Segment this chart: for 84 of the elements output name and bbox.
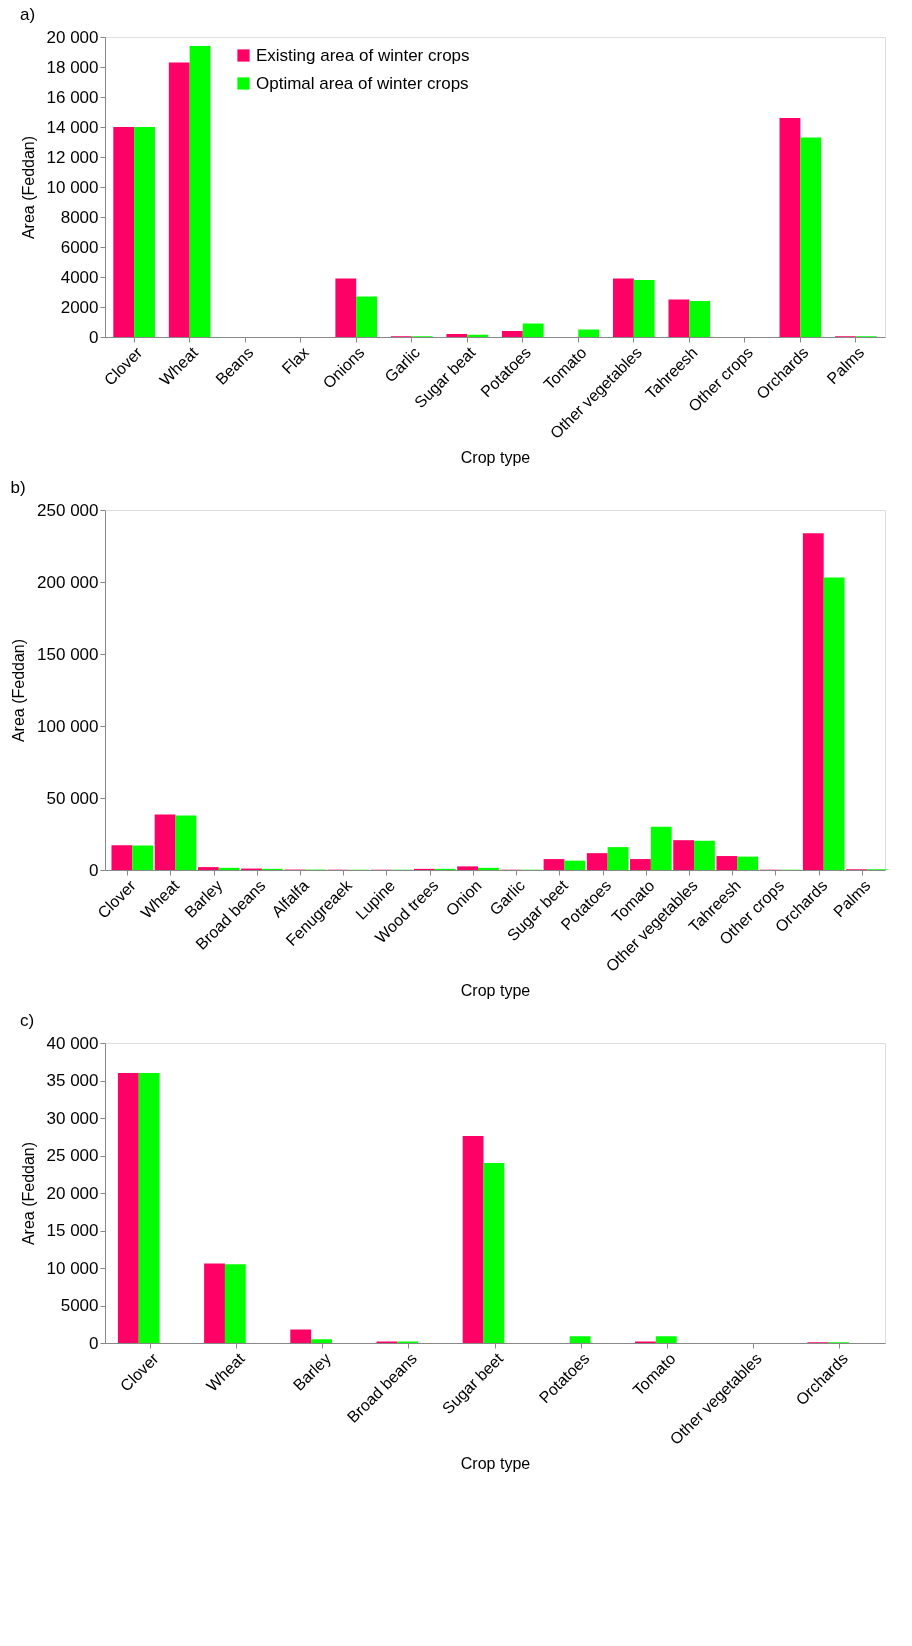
bar [612, 278, 634, 337]
bar [356, 296, 378, 337]
bar [716, 856, 738, 870]
bar [290, 1329, 312, 1343]
bar [117, 1073, 139, 1343]
y-tick-label: 5000 [60, 1296, 99, 1315]
y-tick-label: 50 000 [46, 788, 99, 808]
bar [650, 826, 672, 870]
y-tick-label: 100 000 [37, 716, 99, 736]
y-tick-label: 200 000 [37, 572, 99, 592]
bar [737, 856, 759, 870]
bar [134, 127, 155, 337]
chart-title: c) [20, 1011, 35, 1030]
bar [446, 334, 468, 337]
chart-title: b) [10, 478, 26, 497]
y-tick-label: 4000 [60, 267, 99, 287]
y-tick-label: 20 000 [46, 1183, 99, 1203]
y-axis-title: Area (Feddan) [10, 638, 28, 743]
y-tick-label: 18 000 [46, 57, 99, 77]
bar [569, 1336, 591, 1343]
bar [224, 1264, 246, 1343]
bar [586, 853, 608, 870]
bar [802, 533, 824, 870]
bar [457, 866, 479, 870]
y-tick-label: 6000 [60, 237, 99, 257]
y-tick-label: 15 000 [46, 1221, 99, 1240]
y-tick-label: 14 000 [46, 117, 99, 137]
bar [168, 62, 190, 337]
y-tick-label: 30 000 [46, 1108, 99, 1128]
bar [823, 577, 845, 870]
y-tick-label: 10 000 [46, 1258, 99, 1278]
bar [462, 1136, 484, 1343]
bar [483, 1163, 505, 1343]
y-tick-label: 8000 [60, 207, 99, 227]
bar [633, 280, 655, 337]
bar [175, 815, 197, 870]
bar [335, 278, 357, 337]
x-axis-title: Crop type [460, 981, 531, 999]
bar [655, 1336, 677, 1343]
bar [478, 867, 499, 870]
bar [800, 137, 822, 337]
x-axis-title: Crop type [460, 1454, 531, 1472]
bar [779, 118, 801, 337]
bar [204, 1263, 225, 1343]
y-tick-label: 35 000 [46, 1071, 99, 1090]
bar [113, 127, 135, 337]
bar [311, 1339, 332, 1343]
y-tick-label: 150 000 [37, 644, 99, 664]
y-tick-label: 40 000 [46, 1033, 99, 1053]
bar [607, 847, 629, 870]
legend-label: Optimal area of winter crops [256, 73, 469, 93]
bar [218, 867, 240, 870]
y-tick-label: 250 000 [37, 500, 99, 520]
bar [630, 859, 651, 870]
bar [189, 46, 211, 337]
y-tick-label: 25 000 [46, 1146, 99, 1165]
bar [111, 845, 133, 870]
y-tick-label: 2000 [60, 297, 99, 317]
y-tick-label: 0 [89, 860, 99, 880]
bar [673, 840, 695, 870]
bar [522, 323, 544, 337]
chart-title: a) [20, 5, 36, 24]
bar [132, 845, 154, 870]
y-tick-label: 0 [89, 327, 99, 347]
bar [154, 814, 176, 870]
x-tick-label: Flax [278, 343, 313, 378]
x-axis-title: Crop type [460, 448, 531, 466]
bar [578, 329, 600, 337]
y-tick-label: 16 000 [46, 87, 99, 107]
y-axis-title: Area (Feddan) [19, 135, 37, 240]
bar [689, 301, 711, 337]
legend-label: Existing area of winter crops [256, 45, 470, 65]
bar [138, 1073, 160, 1343]
bar [564, 860, 586, 870]
y-tick-label: 0 [89, 1333, 99, 1353]
y-tick-label: 10 000 [46, 177, 99, 197]
y-tick-label: 20 000 [46, 27, 99, 47]
bar [197, 867, 219, 870]
y-tick-label: 12 000 [46, 147, 99, 167]
bar [501, 331, 523, 337]
bar [694, 840, 715, 870]
y-axis-title: Area (Feddan) [19, 1141, 37, 1246]
bar [668, 299, 690, 337]
bar [543, 859, 565, 870]
